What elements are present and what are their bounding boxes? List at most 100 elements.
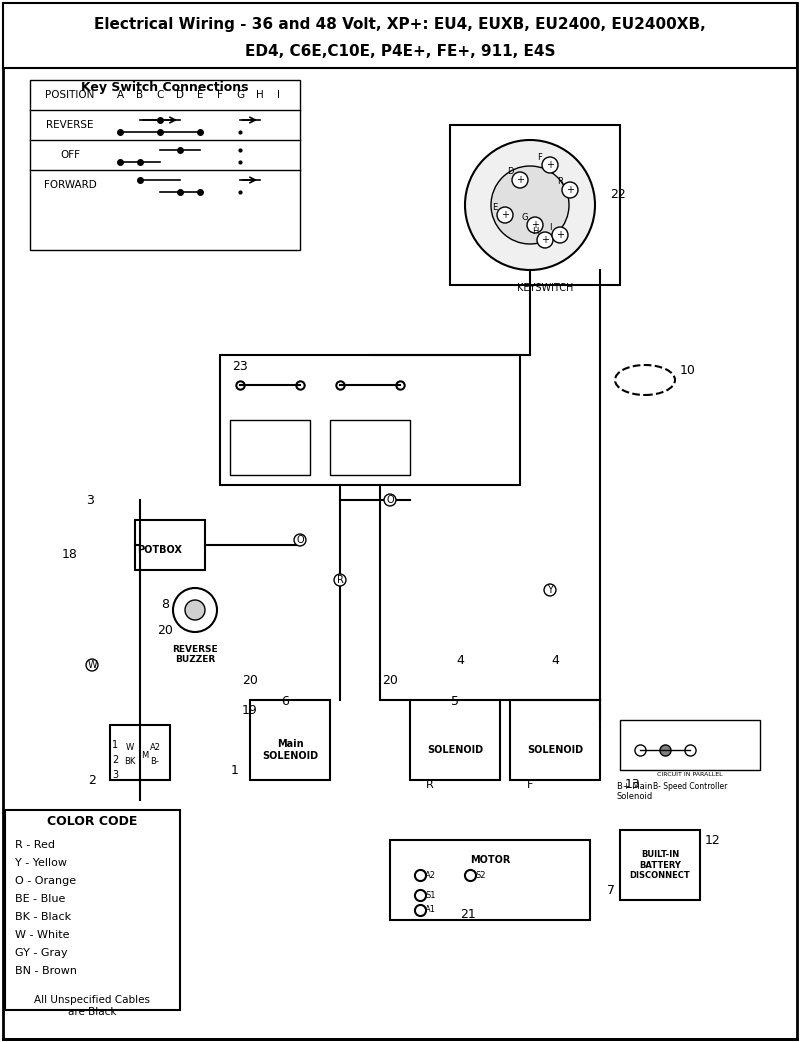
Text: +: + (501, 210, 509, 220)
Text: E: E (197, 90, 203, 100)
Text: 1: 1 (231, 764, 239, 776)
Text: BE - Blue: BE - Blue (15, 894, 66, 904)
Text: +: + (546, 160, 554, 170)
Bar (230, 420, 310, 475)
Text: 12: 12 (705, 834, 721, 846)
Text: +: + (566, 185, 574, 195)
Text: I: I (277, 90, 279, 100)
Text: R: R (426, 780, 434, 790)
Circle shape (185, 600, 205, 620)
Bar (510, 700, 600, 780)
Text: GY - Gray: GY - Gray (15, 948, 68, 958)
Bar (620, 720, 760, 770)
Text: 20: 20 (242, 673, 258, 687)
Text: 21: 21 (460, 909, 476, 921)
Text: +: + (541, 235, 549, 245)
Text: D: D (506, 168, 514, 176)
Text: 20: 20 (157, 623, 173, 637)
Text: BUILT-IN
BATTERY
DISCONNECT: BUILT-IN BATTERY DISCONNECT (630, 850, 690, 879)
Text: CIRCUIT IN PARALLEL: CIRCUIT IN PARALLEL (657, 772, 723, 777)
Text: OFF: OFF (60, 150, 80, 160)
Bar (410, 700, 500, 780)
Text: D: D (176, 90, 184, 100)
Bar (450, 125, 620, 286)
Circle shape (527, 217, 543, 233)
Text: A: A (117, 90, 123, 100)
Text: B: B (137, 90, 143, 100)
Text: Y: Y (547, 585, 553, 595)
Text: B-: B- (150, 758, 159, 767)
Text: O - Orange: O - Orange (15, 876, 76, 886)
Text: F: F (538, 152, 542, 162)
Text: E: E (492, 202, 498, 212)
Text: 5: 5 (451, 695, 459, 708)
Text: W: W (87, 660, 97, 670)
Circle shape (465, 140, 595, 270)
Bar (390, 840, 590, 920)
Bar (330, 420, 410, 475)
Circle shape (537, 232, 553, 248)
Text: SOLENOID: SOLENOID (527, 745, 583, 755)
Text: R: R (557, 177, 563, 187)
Text: COLOR CODE: COLOR CODE (47, 815, 138, 828)
Circle shape (542, 157, 558, 173)
Text: 2: 2 (88, 773, 96, 787)
Text: F: F (527, 780, 533, 790)
Text: 3: 3 (86, 494, 94, 506)
Text: A2: A2 (150, 744, 161, 752)
Circle shape (497, 207, 513, 223)
Text: 2: 2 (112, 755, 118, 765)
Text: Y - Yellow: Y - Yellow (15, 858, 67, 868)
Circle shape (562, 182, 578, 198)
Text: ED4, C6E,C10E, P4E+, FE+, 911, E4S: ED4, C6E,C10E, P4E+, FE+, 911, E4S (245, 45, 555, 59)
Text: +: + (516, 175, 524, 185)
Bar (110, 725, 170, 780)
Bar (3, 3, 797, 68)
Text: I: I (549, 223, 551, 231)
Text: POTBOX: POTBOX (138, 545, 182, 555)
Text: B+ Main
Solenoid: B+ Main Solenoid (617, 782, 653, 801)
Bar (620, 830, 700, 900)
Text: Main
SOLENOID: Main SOLENOID (262, 739, 318, 761)
Text: 20: 20 (382, 673, 398, 687)
Text: REVERSE: REVERSE (46, 120, 94, 130)
Text: 13: 13 (625, 778, 641, 791)
Text: 4: 4 (456, 653, 464, 667)
Text: W: W (126, 744, 134, 752)
Text: 22: 22 (610, 189, 626, 201)
Text: +: + (556, 230, 564, 240)
Text: R: R (337, 575, 343, 585)
Text: Key Switch Connections: Key Switch Connections (82, 81, 249, 95)
Text: POSITION: POSITION (46, 90, 94, 100)
Text: Electrical Wiring - 36 and 48 Volt, XP+: EU4, EUXB, EU2400, EU2400XB,: Electrical Wiring - 36 and 48 Volt, XP+:… (94, 18, 706, 32)
Text: C: C (156, 90, 164, 100)
Text: MOTOR: MOTOR (470, 855, 510, 865)
Text: R - Red: R - Red (15, 840, 55, 850)
Circle shape (552, 227, 568, 243)
Text: 10: 10 (680, 364, 696, 376)
Ellipse shape (615, 365, 675, 395)
Text: 6: 6 (281, 695, 289, 708)
Text: G: G (522, 213, 528, 222)
Text: SOLENOID: SOLENOID (427, 745, 483, 755)
Text: S1: S1 (425, 891, 435, 899)
Text: F: F (217, 90, 223, 100)
Bar (135, 520, 205, 570)
Text: H: H (532, 227, 538, 237)
Bar (5, 810, 180, 1010)
Text: O: O (386, 495, 394, 505)
Text: O: O (296, 535, 304, 545)
Text: A2: A2 (425, 870, 436, 879)
Text: 18: 18 (62, 548, 78, 562)
Text: A1: A1 (425, 905, 436, 915)
Text: W - White: W - White (15, 931, 70, 940)
Text: KEYSWITCH: KEYSWITCH (517, 283, 573, 293)
Text: BK - Black: BK - Black (15, 912, 71, 922)
Text: +: + (531, 220, 539, 230)
Text: 3: 3 (112, 770, 118, 780)
Text: REVERSE
BUZZER: REVERSE BUZZER (172, 645, 218, 665)
Text: B- Speed Controller: B- Speed Controller (653, 782, 727, 791)
Text: FORWARD: FORWARD (44, 180, 96, 190)
Text: BN - Brown: BN - Brown (15, 966, 77, 976)
Text: S2: S2 (475, 870, 486, 879)
